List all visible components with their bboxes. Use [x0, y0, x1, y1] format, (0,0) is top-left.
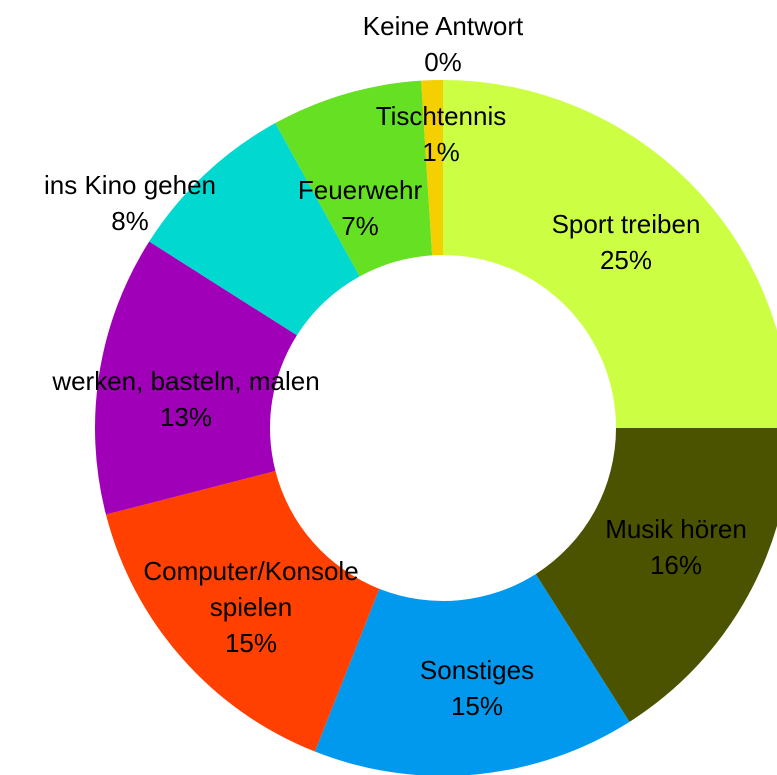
value-label: 25%	[600, 245, 652, 275]
slice	[314, 574, 630, 775]
slice-label: Tischtennis	[376, 101, 507, 131]
slice-label: Sonstiges	[420, 655, 534, 685]
slice-label: Keine Antwort	[363, 11, 524, 41]
slice-label: Sport treiben	[552, 209, 701, 239]
value-label: 0%	[424, 47, 462, 77]
slice	[95, 241, 297, 515]
value-label: 13%	[160, 402, 212, 432]
slice	[443, 80, 777, 428]
slice	[421, 80, 443, 256]
slice-label: Musik hören	[605, 514, 747, 544]
value-label: 1%	[422, 137, 460, 167]
slice-label: ins Kino gehen	[44, 170, 216, 200]
slice	[535, 428, 777, 722]
value-label: 8%	[111, 206, 149, 236]
value-label: 16%	[650, 550, 702, 580]
slice-label: Computer/Konsole spielen	[143, 556, 358, 622]
slice-label: Feuerwehr	[298, 175, 423, 205]
value-label: 15%	[451, 691, 503, 721]
slice	[275, 80, 433, 277]
value-label: 15%	[225, 628, 277, 658]
slice-label: werken, basteln, malen	[51, 366, 319, 396]
slice	[105, 471, 380, 752]
slice	[149, 123, 360, 336]
value-label: 7%	[341, 211, 379, 241]
